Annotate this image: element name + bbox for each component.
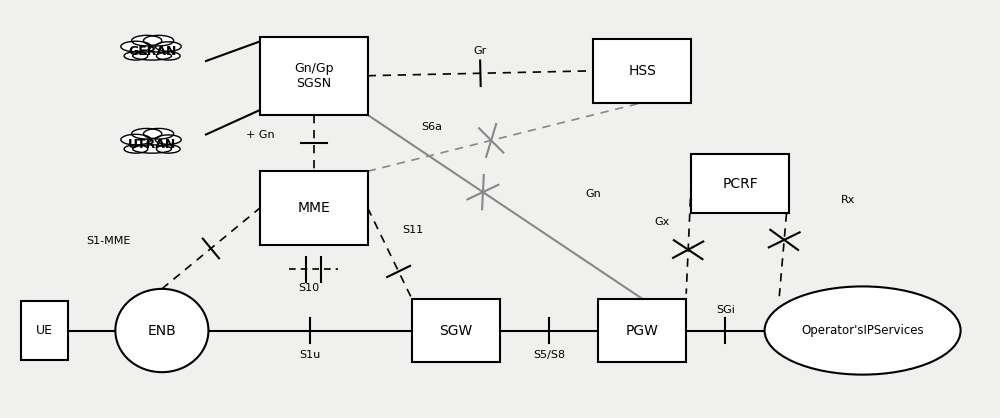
Text: ENB: ENB xyxy=(148,324,176,337)
Ellipse shape xyxy=(155,42,181,51)
Text: + Gn: + Gn xyxy=(246,130,274,140)
Ellipse shape xyxy=(133,52,172,60)
Ellipse shape xyxy=(155,135,181,144)
Text: Gn: Gn xyxy=(585,189,601,199)
Text: MME: MME xyxy=(297,201,330,215)
FancyBboxPatch shape xyxy=(260,171,368,245)
Text: PCRF: PCRF xyxy=(722,176,758,191)
Text: GERAN: GERAN xyxy=(128,45,176,58)
FancyBboxPatch shape xyxy=(598,299,686,362)
Text: S1-MME: S1-MME xyxy=(86,236,130,245)
Ellipse shape xyxy=(124,52,148,60)
Text: S11: S11 xyxy=(402,224,423,234)
Ellipse shape xyxy=(115,289,208,372)
Text: HSS: HSS xyxy=(628,64,656,78)
Text: Gr: Gr xyxy=(474,46,487,56)
Ellipse shape xyxy=(132,36,162,46)
Ellipse shape xyxy=(143,36,174,46)
Ellipse shape xyxy=(765,286,961,375)
Text: SGi: SGi xyxy=(716,305,735,315)
Ellipse shape xyxy=(124,145,148,153)
Text: S5/S8: S5/S8 xyxy=(533,350,565,360)
Text: S6a: S6a xyxy=(422,122,443,132)
FancyBboxPatch shape xyxy=(21,301,68,360)
Ellipse shape xyxy=(156,52,180,60)
Text: UE: UE xyxy=(36,324,53,337)
Text: Gx: Gx xyxy=(654,217,669,227)
Ellipse shape xyxy=(143,128,174,139)
FancyBboxPatch shape xyxy=(412,299,500,362)
Text: S10: S10 xyxy=(298,283,319,293)
Text: UTRAN: UTRAN xyxy=(128,138,176,151)
Ellipse shape xyxy=(121,41,151,52)
Text: PGW: PGW xyxy=(626,324,659,337)
Ellipse shape xyxy=(121,134,151,145)
Text: Gn/Gp
SGSN: Gn/Gp SGSN xyxy=(294,62,334,90)
Text: Rx: Rx xyxy=(841,195,855,205)
FancyBboxPatch shape xyxy=(260,36,368,115)
Ellipse shape xyxy=(133,145,172,153)
Ellipse shape xyxy=(132,128,162,139)
Text: S1u: S1u xyxy=(299,350,321,360)
FancyBboxPatch shape xyxy=(691,154,789,213)
Text: SGW: SGW xyxy=(439,324,473,337)
Text: Operator'sIPServices: Operator'sIPServices xyxy=(801,324,924,337)
FancyBboxPatch shape xyxy=(593,39,691,103)
Ellipse shape xyxy=(156,145,180,153)
